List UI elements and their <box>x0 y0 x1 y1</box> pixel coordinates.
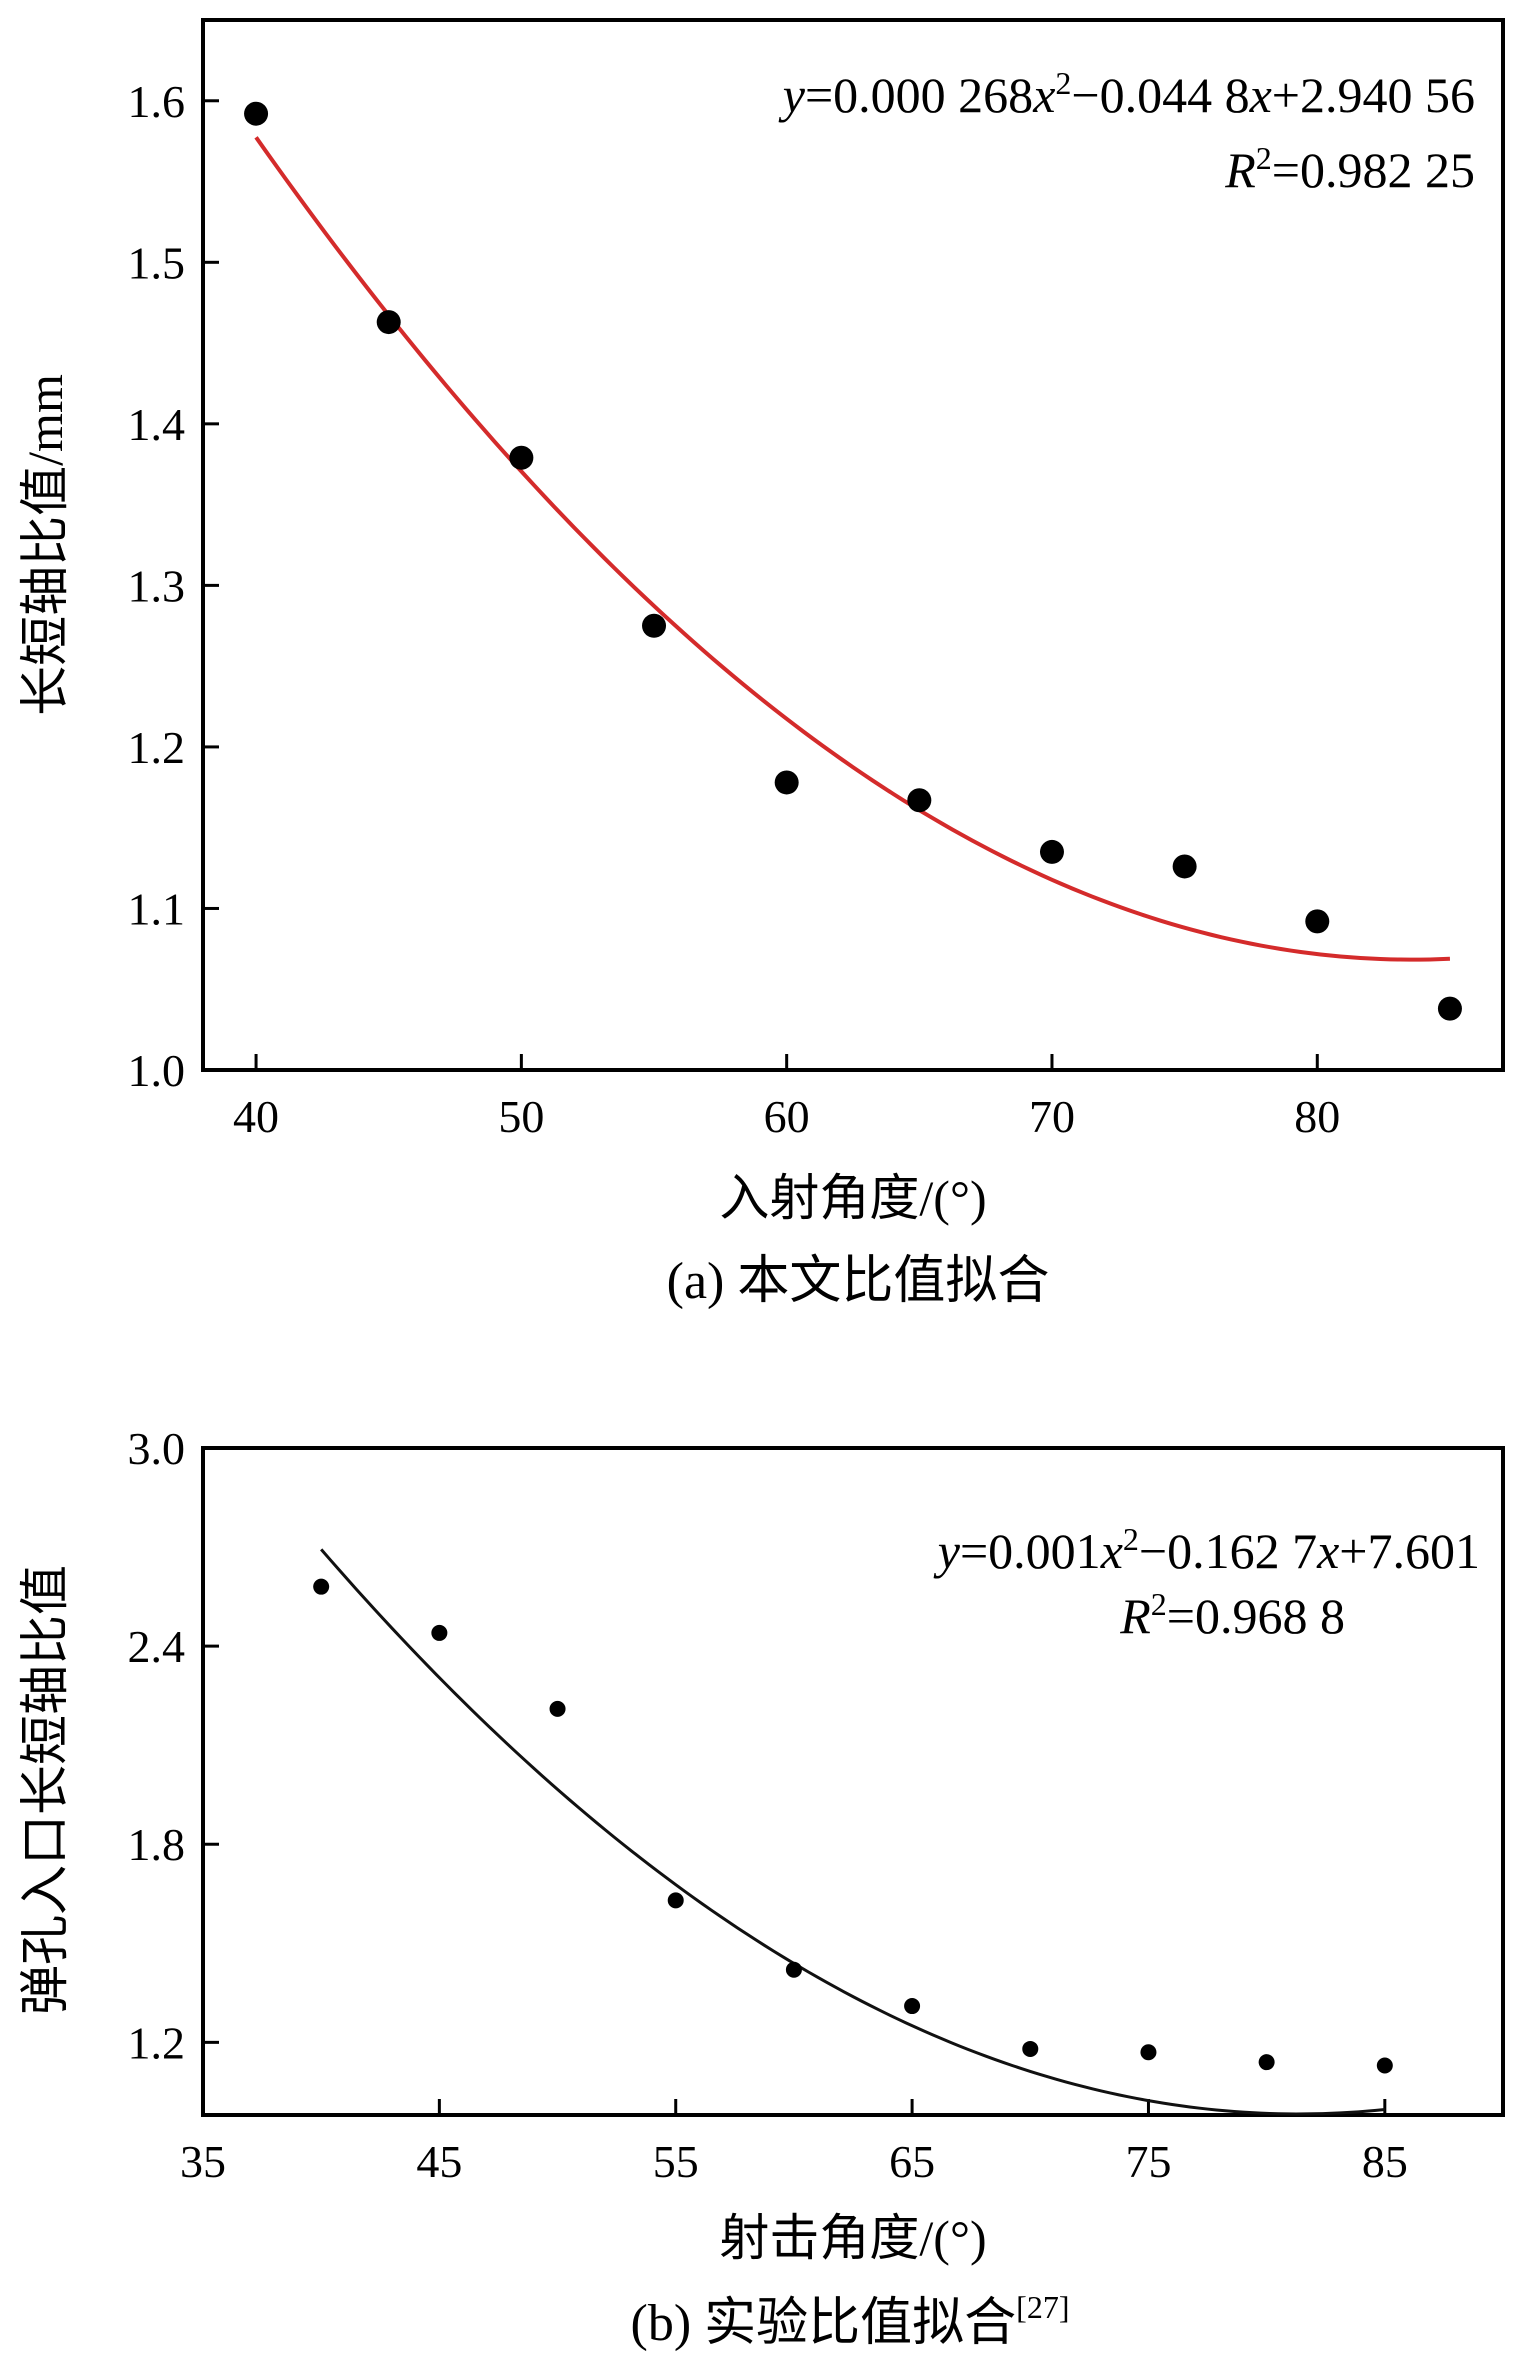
eq-b-part3: +7.601 <box>1339 1523 1480 1579</box>
data-point <box>907 788 932 813</box>
eq-a-part3: +2.940 56 <box>1272 67 1475 123</box>
chart-a-equation: y=0.000 268x2−0.044 8x+2.940 56 <box>778 65 1475 123</box>
y-tick-label: 1.6 <box>128 76 186 127</box>
data-point <box>667 1892 684 1909</box>
x-tick-label: 55 <box>653 2136 699 2187</box>
data-point <box>1376 2057 1393 2074</box>
chart-a-y-ticks: 1.0 1.1 1.2 1.3 1.4 1.5 1.6 <box>128 76 219 1096</box>
data-point <box>1437 996 1462 1021</box>
eq-b-x1: x <box>1100 1523 1123 1579</box>
y-tick-label: 1.2 <box>128 722 186 773</box>
y-tick-label: 1.0 <box>128 1045 186 1096</box>
chart-b-caption-ref: [27] <box>1016 2289 1069 2325</box>
r2-a-exp: 2 <box>1256 140 1272 176</box>
y-tick-label: 1.1 <box>128 883 186 934</box>
r2-b-R: R <box>1119 1588 1151 1644</box>
eq-a-part1: =0.000 268 <box>805 67 1033 123</box>
chart-b-r2: R2=0.968 8 <box>1119 1586 1345 1644</box>
data-point <box>376 310 401 335</box>
x-tick-label: 65 <box>889 2136 935 2187</box>
data-point <box>785 1961 802 1978</box>
x-tick-label: 35 <box>180 2136 226 2187</box>
data-point <box>1172 854 1197 879</box>
eq-a-yvar: y <box>778 67 806 123</box>
eq-b-part1: =0.001 <box>960 1523 1101 1579</box>
eq-a-x1: x <box>1032 67 1055 123</box>
chart-a-points <box>244 101 1462 1021</box>
x-tick-label: 80 <box>1294 1091 1340 1142</box>
x-tick-label: 45 <box>416 2136 462 2187</box>
x-tick-label: 60 <box>764 1091 810 1142</box>
eq-a-x2: x <box>1249 67 1272 123</box>
x-tick-label: 50 <box>498 1091 544 1142</box>
x-tick-label: 70 <box>1029 1091 1075 1142</box>
data-point <box>549 1700 566 1717</box>
chart-b-y-ticks: 1.2 1.8 2.4 3.0 <box>128 1423 219 2068</box>
chart-b-equation: y=0.001x2−0.162 7x+7.601 <box>933 1521 1480 1579</box>
data-point <box>774 770 799 795</box>
r2-a-value: =0.982 25 <box>1272 142 1475 198</box>
chart-a-fit-curve <box>254 136 1451 962</box>
chart-b-xlabel: 射击角度/(°) <box>719 2210 986 2266</box>
data-point <box>904 1998 921 2015</box>
chart-a-xlabel: 入射角度/(°) <box>719 1170 986 1226</box>
chart-b-frame <box>201 1446 1505 2117</box>
r2-b-value: =0.968 8 <box>1167 1588 1345 1644</box>
chart-b-x-ticks: 35 45 55 65 75 85 <box>180 2099 1408 2187</box>
y-tick-label: 3.0 <box>128 1423 186 1474</box>
chart-a: 1.0 1.1 1.2 1.3 1.4 1.5 1.6 40 50 60 70 80 y=0.000… <box>17 18 1505 1310</box>
chart-b-points <box>313 1578 1393 2074</box>
data-point <box>1022 2040 1039 2057</box>
chart-a-ylabel: 长短轴比值/mm <box>17 374 73 716</box>
chart-a-r2: R2=0.982 25 <box>1224 140 1475 198</box>
data-point <box>1140 2044 1157 2061</box>
chart-b-fit-curve <box>320 1548 1385 2116</box>
fit-curve-line <box>320 1548 1385 2116</box>
eq-b-x2: x <box>1316 1523 1339 1579</box>
chart-b: 1.21.82.43.0 35 45 55 65 75 85 y=0.001x2−0.16… <box>17 1423 1505 2352</box>
data-point <box>244 101 269 126</box>
y-tick-label: 1.8 <box>128 1819 186 1870</box>
y-tick-label: 1.2 <box>128 2017 186 2068</box>
y-tick-label: 1.5 <box>128 237 186 288</box>
x-tick-label: 85 <box>1362 2136 1408 2187</box>
eq-b-exp: 2 <box>1123 1521 1139 1557</box>
chart-b-caption: (b) 实验比值拟合[27] <box>631 2289 1070 2352</box>
chart-b-ylabel: 弹孔入口长短轴比值 <box>17 1565 73 2015</box>
y-tick-label: 1.3 <box>128 560 186 611</box>
r2-b-exp: 2 <box>1151 1586 1167 1622</box>
x-tick-label: 40 <box>233 1091 279 1142</box>
x-tick-label: 75 <box>1125 2136 1171 2187</box>
chart-a-x-ticks: 40 50 60 70 80 <box>233 1054 1340 1142</box>
data-point <box>642 613 667 638</box>
data-point <box>431 1624 448 1641</box>
chart-a-caption: (a) 本文比值拟合 <box>667 1253 1050 1310</box>
eq-b-yvar: y <box>933 1523 961 1579</box>
eq-b-part2: −0.162 7 <box>1139 1523 1317 1579</box>
r2-a-R: R <box>1224 142 1256 198</box>
y-tick-label: 1.4 <box>128 399 186 450</box>
data-point <box>1258 2054 1275 2071</box>
chart-a-frame <box>201 18 1505 1072</box>
y-tick-label: 2.4 <box>128 1621 186 1672</box>
data-point <box>1305 909 1330 934</box>
chart-b-caption-text: (b) 实验比值拟合 <box>631 2295 1017 2352</box>
data-point <box>509 445 534 470</box>
eq-a-part2: −0.044 8 <box>1071 67 1249 123</box>
data-point <box>313 1578 330 1595</box>
data-point <box>1039 839 1064 864</box>
fit-curve-line <box>254 136 1451 962</box>
eq-a-exp: 2 <box>1055 65 1071 101</box>
